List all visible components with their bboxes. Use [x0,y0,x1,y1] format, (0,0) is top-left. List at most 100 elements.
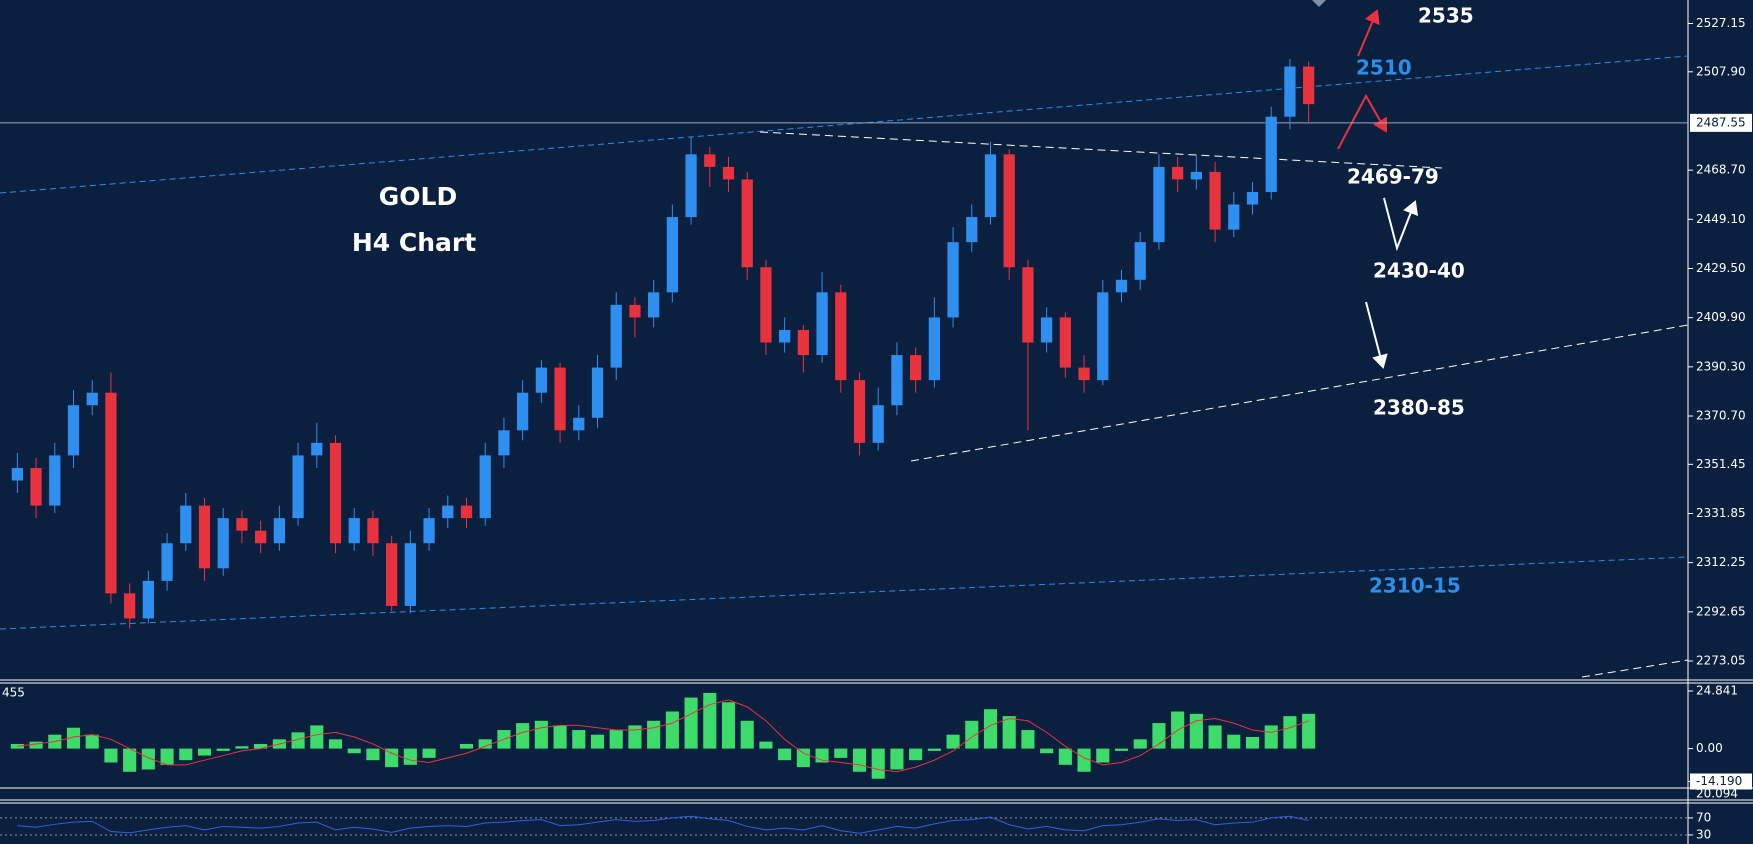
candle-body [760,267,772,343]
histogram-bar [516,723,530,749]
candle-body [554,367,566,431]
candle-body [460,505,473,519]
candle-body [124,593,136,619]
candle-body [329,442,342,544]
chart-title: GOLD [379,182,457,211]
candle-body [1246,191,1259,205]
candle-body [535,367,547,393]
histogram-bar [1227,734,1241,749]
candle-body [891,355,903,406]
candle-body [1265,116,1277,192]
histogram-bar [403,748,417,765]
candle-body [498,430,510,456]
histogram-bar [1133,739,1147,749]
candle-body [386,543,398,606]
histogram-bar [1002,716,1016,749]
candle-body [1078,367,1090,381]
arrow [1337,93,1387,150]
candle-body [479,455,491,519]
histogram-bar [759,741,773,749]
histogram-bar [796,748,810,768]
shift-marker [1312,0,1326,7]
candle-body [1041,317,1053,343]
candle-body [722,166,735,180]
y-tick-label: 2507.90 [1696,64,1746,78]
arrow [1365,301,1388,369]
histogram-bar [235,746,249,749]
histogram-bar [983,709,998,749]
chart-subtitle: H4 Chart [352,228,476,257]
candle-body [198,505,211,569]
candle-body [404,543,416,606]
histogram-bar [366,748,380,761]
annotation: 2535 [1418,4,1474,28]
candle-body [779,329,791,343]
candle-body [1134,242,1146,280]
candle-body [984,154,997,218]
candle-body [217,518,229,569]
histogram-bar [197,748,212,756]
y-tick-label: 0.00 [1696,741,1723,755]
trendline [1581,659,1689,678]
arrow [1383,197,1419,252]
histogram-bar [347,748,361,754]
histogram-bar [422,748,436,758]
annotation: 2310-15 [1369,574,1461,598]
candle-body [11,467,23,481]
candle-body [105,392,117,594]
candle-body [910,355,922,381]
candle-body [629,304,641,318]
histogram-bar [291,732,305,749]
histogram-bar [684,697,698,749]
histogram-bar [946,734,960,749]
histogram-bar [1302,713,1316,749]
annotation: 2380-85 [1373,396,1465,420]
histogram-bar [85,734,99,749]
y-tick-label: 2292.65 [1696,604,1746,618]
y-tick-label: 2331.85 [1696,506,1746,520]
candle-body [86,392,98,406]
annotation: 2510 [1356,56,1412,80]
candle-body [1303,66,1315,105]
histogram-bar [1096,748,1110,763]
histogram-bar [553,725,567,749]
histogram-bar [721,702,736,749]
candle-body [947,242,959,318]
histogram-bar [834,748,848,758]
histogram-bar [890,748,904,770]
histogram-bar [740,720,754,749]
candle-body [966,217,978,243]
y-tick-label: 2312.25 [1696,555,1746,569]
candle-body [797,329,809,356]
candle-body [1172,166,1184,180]
candle-body [423,518,435,544]
histogram-bar [965,720,979,749]
candle-body [517,392,529,431]
histogram-bar [1283,716,1297,749]
histogram-bar [909,748,923,761]
histogram-bar [160,748,174,765]
y-tick-label: 70 [1696,810,1711,824]
histogram-bar [852,748,867,772]
candle-body [273,518,285,544]
candle-body [142,580,154,619]
candle-body [1097,292,1109,381]
y-tick-label: 30 [1696,827,1711,841]
candle-body [442,505,454,519]
histogram-bar [1208,725,1222,749]
annotation: 2430-40 [1373,259,1465,283]
histogram-bar [871,748,885,779]
annotation: 2469-79 [1347,165,1439,189]
candle-body [1228,204,1240,230]
channel-line [0,55,1689,194]
histogram-bar [179,748,193,761]
y-tick-label: -14.190 [1696,774,1742,788]
histogram-bar [1189,713,1203,749]
candle-body [236,518,248,531]
candle-body [1003,154,1015,268]
histogram-bar [216,748,230,751]
histogram-bar [647,720,661,749]
y-tick-label: 2527.15 [1696,16,1746,30]
candle-body [49,455,61,506]
candle-body [348,518,360,544]
